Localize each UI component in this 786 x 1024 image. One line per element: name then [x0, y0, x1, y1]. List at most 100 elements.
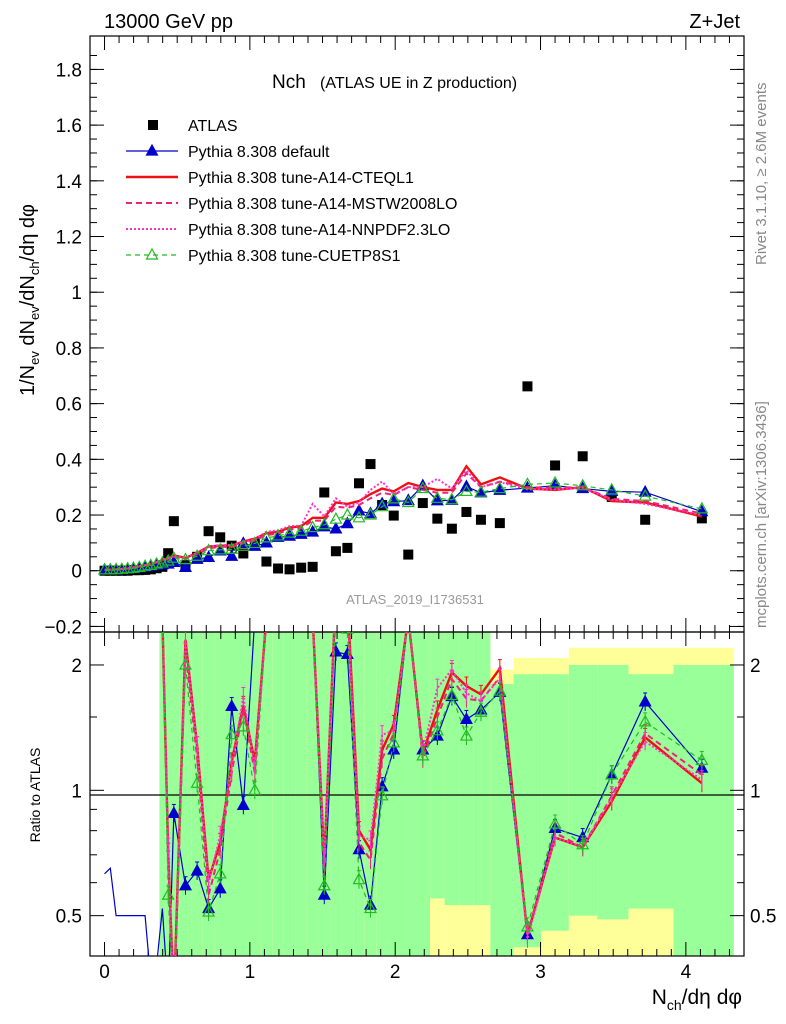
series-marker: [363, 507, 378, 520]
y-tick-label: 0: [71, 562, 82, 583]
y-tick-label: 0.6: [56, 395, 82, 416]
x-tick-label: 4: [681, 962, 692, 983]
data-point: [577, 451, 588, 462]
series-marker: [548, 475, 562, 488]
ratio-marker: [178, 657, 192, 670]
ratio-marker: [236, 798, 250, 810]
data-point: [494, 518, 505, 529]
legend-marker: [145, 247, 159, 260]
ratio-marker: [340, 632, 354, 634]
series-marker: [638, 488, 652, 501]
ratio-marker: [161, 887, 175, 900]
series-marker: [167, 550, 181, 563]
legend-label: Pythia 8.308 tune-A14-NNPDF2.3LO: [188, 222, 450, 239]
ratio-marker: [695, 753, 709, 765]
data-point: [273, 563, 284, 574]
series-marker: [576, 478, 590, 491]
band-green: [490, 684, 514, 956]
ratio-marker: [236, 719, 250, 732]
data-point: [403, 549, 414, 560]
ratio-tick-label: 0.5: [56, 907, 82, 928]
ratio-marker: [493, 683, 507, 696]
ratio-marker: [190, 775, 204, 788]
rivet-label: Rivet 3.1.10, ≥ 2.6M events: [753, 83, 770, 266]
data-point: [640, 514, 651, 525]
data-point: [388, 510, 399, 521]
ratio-marker: [387, 735, 401, 748]
ratio-marker: [520, 919, 534, 932]
data-point: [522, 381, 533, 392]
band-green: [225, 632, 238, 956]
site-label: mcplots.cern.ch [arXiv:1306.3436]: [753, 401, 770, 628]
series-line: [104, 471, 703, 571]
svg-text:Nch/dη dφ: Nch/dη dφ: [652, 986, 742, 1013]
data-point: [417, 498, 428, 509]
ratio-line: [161, 632, 703, 956]
series-marker: [430, 491, 444, 503]
series-marker: [225, 549, 239, 561]
series-marker: [520, 477, 534, 489]
ratio-marker: [213, 866, 227, 879]
series-marker: [248, 536, 262, 549]
series-marker: [306, 520, 320, 533]
ratio-marker: [213, 881, 227, 894]
series-marker: [329, 511, 343, 524]
axis-ticks: 0 1 2 3 4 −0.2 0 0.2 0.4 0.6 0.8 1 1.2 1.4 1.6 1.8 0.5 0.…: [44, 36, 776, 983]
data-point: [330, 546, 341, 557]
ratio-marker: [416, 748, 430, 761]
band-green: [318, 632, 331, 956]
data-point: [446, 523, 457, 534]
band-green: [191, 632, 203, 956]
legend-label: Pythia 8.308 tune-A14-CTEQL1: [188, 170, 414, 187]
data-point: [475, 514, 486, 525]
band-green: [673, 664, 734, 956]
x-axis-label: Nch/dη dφ: [652, 986, 742, 1013]
band-green: [628, 674, 674, 909]
ratio-marker: [375, 788, 389, 801]
ratio-marker: [638, 714, 652, 727]
data-point: [342, 542, 353, 553]
series-marker: [236, 538, 250, 551]
series-marker: [474, 484, 488, 497]
y-tick-label: 1.8: [56, 60, 82, 81]
band-green: [459, 632, 474, 906]
legend-label: Pythia 8.308 tune-A14-MSTW2008LO: [188, 196, 457, 213]
y-axis-label: 1/Nev dNev/dNch/dη dφ: [17, 204, 42, 396]
ratio-tick-label: 2: [71, 656, 82, 677]
band-green: [353, 632, 365, 956]
ratio-marker: [474, 704, 488, 717]
main-series: [98, 381, 709, 576]
data-point: [215, 532, 226, 543]
data-point: [319, 487, 330, 498]
series-marker: [213, 542, 227, 555]
series-marker: [271, 530, 285, 542]
ratio-tick-label: 1: [750, 781, 761, 802]
plot-title-sub: (ATLAS UE in Z production): [320, 75, 517, 92]
series-marker: [416, 481, 430, 494]
series-marker: [190, 549, 204, 561]
ratio-marker: [167, 806, 181, 819]
ratio-tick-label: 2: [750, 656, 761, 677]
series-line: [104, 482, 702, 571]
analysis-id: ATLAS_2019_I1736531: [346, 592, 484, 607]
ratio-marker: [363, 901, 378, 914]
plot-title-main: Nch: [272, 72, 306, 93]
ratio-marker: [202, 904, 216, 917]
band-green: [283, 632, 296, 956]
data-point: [238, 548, 249, 559]
series-marker: [329, 521, 343, 534]
series-marker: [178, 560, 192, 572]
series-marker: [283, 525, 297, 538]
band-green: [179, 632, 192, 956]
band-green: [159, 632, 166, 956]
band-green: [473, 632, 491, 906]
ratio-plot-frame: [89, 631, 745, 957]
ratio-marker: [178, 878, 192, 891]
ratio-marker: [225, 699, 239, 712]
ratio-marker: [548, 816, 562, 829]
legend-label: Pythia 8.308 default: [188, 144, 330, 161]
legend-marker: [145, 143, 159, 156]
ratio-marker: [445, 688, 459, 701]
data-point: [163, 548, 174, 559]
